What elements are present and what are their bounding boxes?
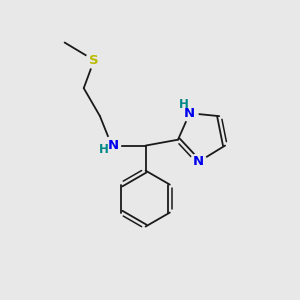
Text: N: N — [108, 139, 119, 152]
Circle shape — [190, 154, 207, 170]
Text: S: S — [89, 54, 99, 67]
Circle shape — [103, 137, 121, 154]
Text: N: N — [193, 155, 204, 168]
Text: H: H — [179, 98, 189, 111]
Circle shape — [182, 105, 198, 122]
Text: N: N — [184, 107, 195, 120]
Circle shape — [86, 52, 102, 68]
Text: H: H — [98, 142, 108, 156]
